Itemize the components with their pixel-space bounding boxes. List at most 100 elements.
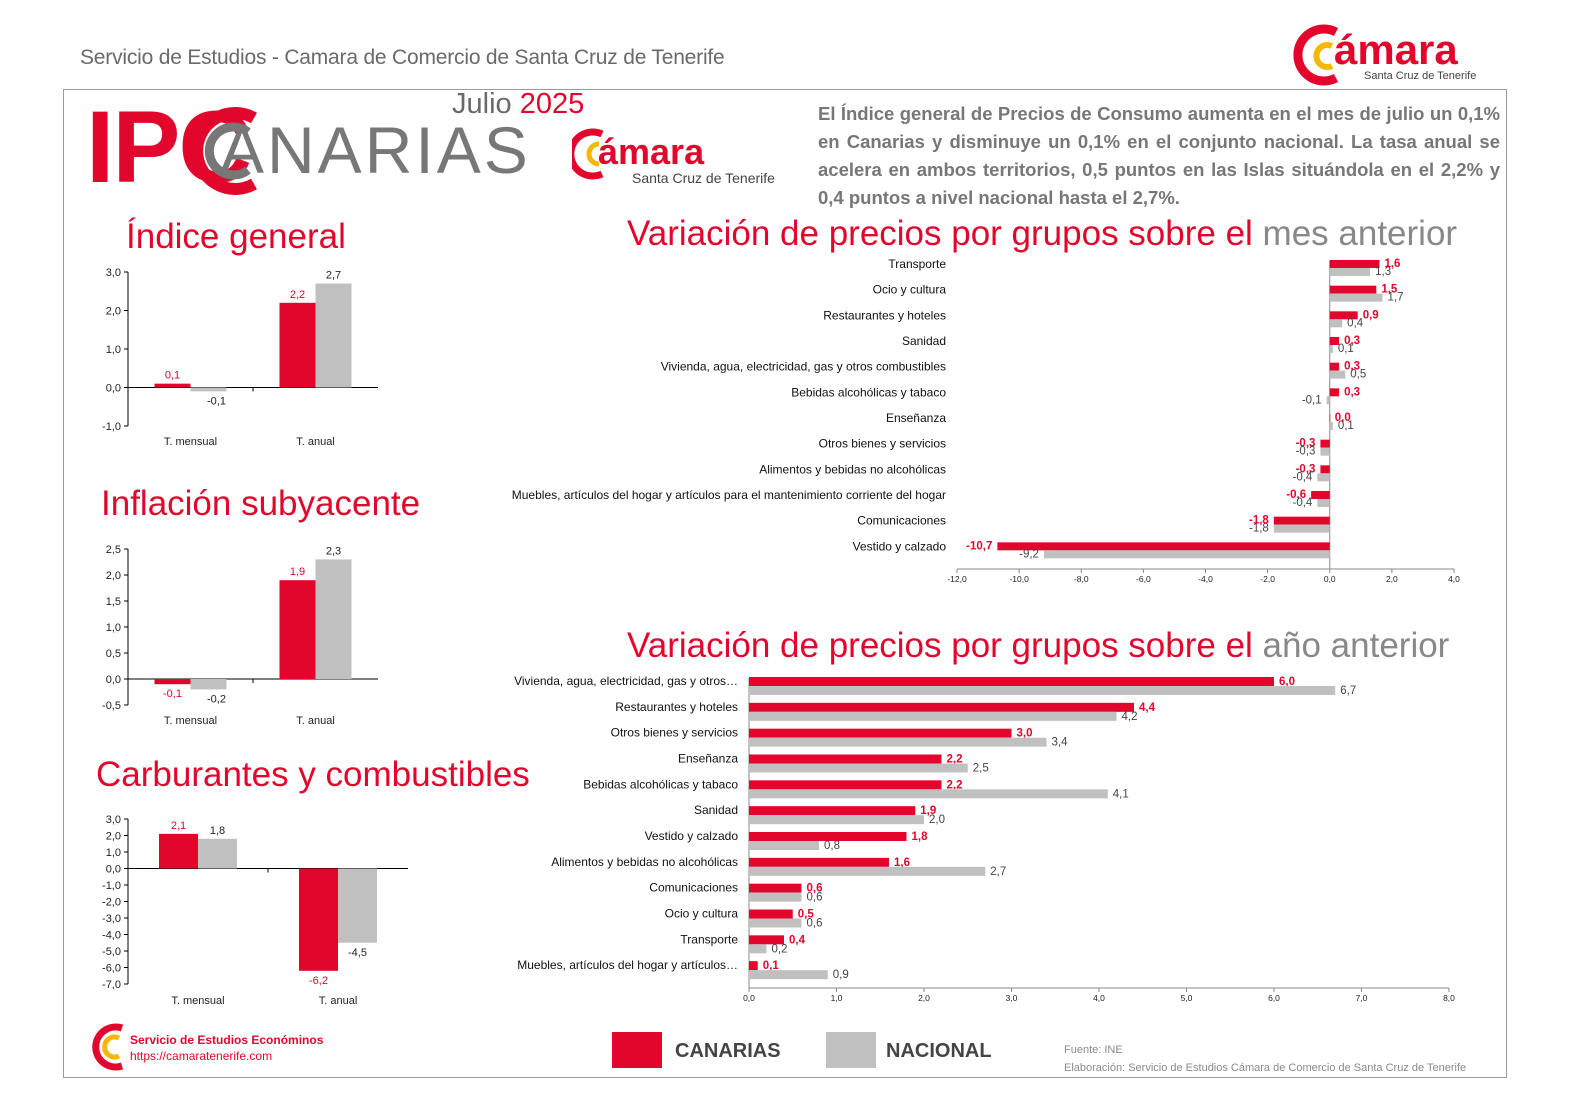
category-label: Muebles, artículos del hogar y artículos… <box>512 488 946 502</box>
data-label-nacional: 0,2 <box>772 943 788 955</box>
bar-canarias <box>1329 285 1377 294</box>
y-tick-label: -4,0 <box>102 930 121 942</box>
category-label: Alimentos y bebidas no alcohólicas <box>759 462 946 476</box>
x-tick-label: -2,0 <box>1260 574 1275 584</box>
bar-nacional <box>749 686 1336 695</box>
category-label: T. anual <box>319 995 358 1007</box>
logo-mid-subtitle: Santa Cruz de Tenerife <box>632 170 775 186</box>
category-label: Comunicaciones <box>857 514 946 528</box>
y-tick-label: 2,0 <box>106 831 121 843</box>
footer-service-name: Servicio de Estudios Económinos <box>130 1033 324 1047</box>
bar-canarias <box>997 542 1330 551</box>
x-tick-label: 4,0 <box>1448 574 1460 584</box>
bar-canarias <box>1311 491 1330 499</box>
bar-nacional <box>749 866 986 876</box>
bar-canarias <box>154 383 191 388</box>
bar-canarias <box>749 702 1134 712</box>
data-label-canarias: 0,3 <box>1344 361 1360 373</box>
data-label-nacional: 4,2 <box>1122 711 1138 723</box>
data-label-nacional: 0,6 <box>807 892 823 904</box>
legend-label-canarias: CANARIAS <box>675 1040 781 1062</box>
legend-swatch-canarias <box>612 1032 662 1068</box>
data-label-canarias: 0,9 <box>1363 309 1379 321</box>
carburantes-chart: 3,0 2,0 1,0 0,0 -1,0 -2,0 -3,0 -4,0 -5,0 -6,0 -7,0… <box>102 814 408 1007</box>
footer-url-link[interactable]: https://camaratenerife.com <box>130 1049 273 1063</box>
x-tick-label: -4,0 <box>1198 574 1213 584</box>
category-label: Transporte <box>888 257 946 271</box>
category-label: T. mensual <box>171 995 224 1007</box>
legend-swatch-nacional <box>826 1032 876 1068</box>
category-label: Bebidas alcohólicas y tabaco <box>791 385 946 399</box>
data-label-nacional: -1,8 <box>1249 523 1269 535</box>
data-label-nacional: 2,7 <box>990 866 1006 878</box>
bar-nacional <box>198 838 237 869</box>
data-label-canarias: 1,8 <box>912 831 929 843</box>
bar-canarias <box>1329 260 1380 268</box>
x-tick-label: 2,0 <box>918 993 930 1003</box>
bar-canarias <box>1329 362 1340 371</box>
bar-nacional <box>749 841 819 850</box>
category-label: Enseñanza <box>886 411 946 425</box>
y-tick-label: -1,0 <box>102 421 121 433</box>
bar-canarias <box>749 857 889 867</box>
x-tick-label: 5,0 <box>1181 993 1193 1003</box>
logo-subtitle: Santa Cruz de Tenerife <box>1364 70 1476 82</box>
x-tick-label: 3,0 <box>1006 993 1018 1003</box>
bar-nacional <box>1320 447 1330 456</box>
data-label-canarias: -10,7 <box>966 540 992 552</box>
category-label: T. anual <box>296 715 335 727</box>
data-label-nacional: 2,7 <box>326 270 341 282</box>
bar-nacional <box>190 679 227 690</box>
y-tick-label: 0,5 <box>106 648 121 660</box>
bar-nacional <box>749 763 968 773</box>
data-label-canarias: -1,8 <box>1249 515 1269 527</box>
anual-title-gray: año anterior <box>1262 626 1450 665</box>
bar-canarias <box>749 677 1274 686</box>
data-label-nacional: 1,8 <box>210 825 225 837</box>
y-tick-label: 1,5 <box>106 596 121 608</box>
bar-canarias <box>1329 311 1358 320</box>
mensual-grupos-chart: -12,0 -10,0 -8,0 -6,0 -4,0 -2,0 0,0 2,0 4,0 Trans… <box>512 257 1460 584</box>
report-month: Julio <box>452 88 512 120</box>
data-label-canarias: 3,0 <box>1017 728 1033 740</box>
data-label-nacional: -0,3 <box>1296 446 1316 458</box>
bar-nacional <box>749 918 802 928</box>
data-label-nacional: -9,2 <box>1019 548 1039 560</box>
mensual-title-gray: mes anterior <box>1262 214 1458 253</box>
category-label: T. anual <box>296 436 335 448</box>
category-label: Vivienda, agua, electricidad, gas y otro… <box>661 360 946 374</box>
bar-canarias <box>154 679 191 685</box>
data-label-nacional: 2,5 <box>973 763 989 775</box>
category-label: T. mensual <box>164 715 217 727</box>
data-label-canarias: 0,3 <box>1344 386 1360 398</box>
x-tick-label: -10,0 <box>1009 574 1029 584</box>
y-tick-label: 2,5 <box>106 544 121 556</box>
data-label-nacional: -0,2 <box>207 693 226 705</box>
data-label-canarias: 0,6 <box>807 883 823 895</box>
category-label: Ocio y cultura <box>873 283 947 297</box>
anual-title-red: Variación de precios por grupos sobre el <box>627 626 1263 665</box>
bar-canarias <box>749 883 802 893</box>
footer-logo-icon <box>92 1023 124 1071</box>
mensual-title-red: Variación de precios por grupos sobre el <box>627 214 1263 253</box>
data-label-nacional: -0,1 <box>207 395 226 407</box>
bar-canarias <box>159 833 198 869</box>
report-year: 2025 <box>519 88 585 120</box>
category-label: Otros bienes y servicios <box>611 726 738 740</box>
y-tick-label: -1,0 <box>102 880 121 892</box>
anual-title: Variación de precios por grupos sobre el… <box>627 628 1449 663</box>
bar-nacional <box>190 387 227 392</box>
bar-nacional <box>1326 396 1330 405</box>
bar-nacional <box>315 283 352 388</box>
logo-mid-word: ámara <box>598 131 705 172</box>
data-label-canarias: 2,2 <box>290 289 305 301</box>
bar-canarias <box>1329 337 1340 345</box>
category-label: Transporte <box>680 932 738 946</box>
data-label-nacional: 3,4 <box>1052 737 1069 749</box>
bar-canarias <box>279 580 316 679</box>
data-label-nacional: 0,1 <box>1338 420 1354 432</box>
bar-canarias <box>749 935 784 945</box>
camara-logo-mid: ámara Santa Cruz de Tenerife <box>572 128 775 186</box>
bar-canarias <box>1329 388 1340 397</box>
bar-nacional <box>1329 319 1343 328</box>
